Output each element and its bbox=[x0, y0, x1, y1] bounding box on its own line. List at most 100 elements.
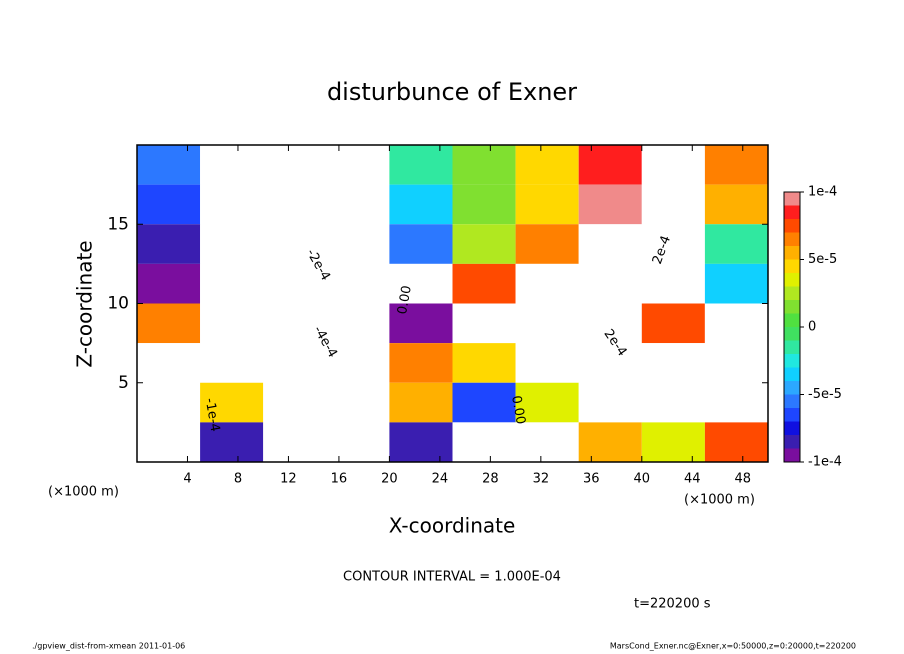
colorbar-band bbox=[784, 259, 800, 273]
heat-cell bbox=[704, 145, 768, 185]
colorbar-band bbox=[784, 381, 800, 395]
heat-cell bbox=[326, 303, 390, 344]
colorbar-tick-label: 0 bbox=[808, 320, 816, 335]
colorbar-band bbox=[784, 435, 800, 449]
heat-cell bbox=[263, 145, 327, 185]
heat-cell bbox=[452, 343, 516, 383]
heat-cell bbox=[641, 184, 705, 225]
colorbar-band bbox=[784, 192, 800, 206]
x-tick-label: 28 bbox=[482, 472, 499, 487]
heat-cell bbox=[389, 224, 453, 264]
heat-cell bbox=[704, 422, 768, 462]
heat-cell bbox=[641, 145, 705, 185]
heat-cell bbox=[263, 382, 327, 423]
heat-cell bbox=[515, 224, 579, 264]
heat-cell bbox=[452, 224, 516, 264]
contour-interval: CONTOUR INTERVAL = 1.000E-04 bbox=[343, 570, 561, 585]
heat-cell bbox=[641, 263, 705, 304]
heat-cell bbox=[389, 263, 453, 304]
heat-cell bbox=[326, 382, 390, 423]
heat-cell bbox=[704, 224, 768, 264]
heat-cell bbox=[389, 303, 453, 344]
heat-cell bbox=[200, 263, 264, 304]
colorbar-band bbox=[784, 219, 800, 233]
heat-cell bbox=[704, 382, 768, 423]
colorbar-band bbox=[784, 448, 800, 462]
heat-cell bbox=[137, 422, 201, 462]
colorbar-band bbox=[784, 421, 800, 435]
heat-cell bbox=[200, 184, 264, 225]
heat-cell bbox=[200, 343, 264, 383]
heat-cell bbox=[515, 184, 579, 225]
heat-cell bbox=[389, 422, 453, 462]
x-unit: (×1000 m) bbox=[48, 485, 119, 500]
contour-label: 0.00 bbox=[508, 394, 528, 425]
heat-cell bbox=[263, 343, 327, 383]
heat-cell bbox=[578, 184, 642, 225]
heat-cell bbox=[452, 303, 516, 344]
colorbar-tick-label: 5e-5 bbox=[808, 252, 837, 267]
colorbar-band bbox=[784, 205, 800, 219]
x-tick-label: 36 bbox=[583, 472, 600, 487]
y-tick-label: 5 bbox=[118, 373, 129, 393]
x-tick-label: 44 bbox=[684, 472, 701, 487]
x-tick-label: 4 bbox=[183, 472, 191, 487]
heat-cell bbox=[263, 263, 327, 304]
y-tick-label: 10 bbox=[107, 294, 129, 314]
heat-cell bbox=[326, 145, 390, 185]
x-axis-label: X-coordinate bbox=[389, 514, 516, 538]
x-tick-label: 20 bbox=[381, 472, 398, 487]
heat-cell bbox=[389, 145, 453, 185]
heat-cell bbox=[326, 224, 390, 264]
heat-cell bbox=[263, 303, 327, 344]
heat-cell bbox=[578, 343, 642, 383]
heat-cell bbox=[515, 422, 579, 462]
heat-cell bbox=[515, 263, 579, 304]
heat-cell bbox=[641, 382, 705, 423]
colorbar-band bbox=[784, 313, 800, 327]
time-label: t=220200 s bbox=[634, 597, 711, 612]
heat-cell bbox=[452, 382, 516, 423]
colorbar-band bbox=[784, 408, 800, 422]
heat-cell bbox=[641, 422, 705, 462]
colorbar-band bbox=[784, 354, 800, 368]
heat-cell bbox=[326, 184, 390, 225]
heat-cell bbox=[137, 263, 201, 304]
heat-cell bbox=[452, 422, 516, 462]
heat-cell bbox=[326, 343, 390, 383]
heat-cell bbox=[515, 145, 579, 185]
heat-cell bbox=[137, 343, 201, 383]
heat-cell bbox=[704, 303, 768, 344]
heat-cell bbox=[515, 382, 579, 423]
colorbar-band bbox=[784, 300, 800, 314]
heat-cell bbox=[578, 145, 642, 185]
chart-title: disturbunce of Exner bbox=[327, 78, 577, 106]
heat-cell bbox=[200, 382, 264, 423]
heat-cell bbox=[137, 224, 201, 264]
x-tick-label: 32 bbox=[533, 472, 550, 487]
x-tick-label: 48 bbox=[734, 472, 751, 487]
heat-cell bbox=[326, 422, 390, 462]
x-unit: (×1000 m) bbox=[684, 493, 755, 508]
contour-label: -1e-4 bbox=[202, 397, 223, 433]
colorbar-band bbox=[784, 367, 800, 381]
heat-cell bbox=[200, 303, 264, 344]
heat-cell bbox=[578, 224, 642, 264]
heat-cell bbox=[326, 263, 390, 304]
heat-cell bbox=[137, 184, 201, 225]
heat-cell bbox=[578, 263, 642, 304]
footer: MarsCond_Exner.nc@Exner,x=0:50000,z=0:20… bbox=[610, 642, 856, 651]
heat-cell bbox=[704, 343, 768, 383]
heat-cell bbox=[641, 224, 705, 264]
x-tick-label: 12 bbox=[280, 472, 297, 487]
y-axis-label: Z-coordinate bbox=[73, 240, 97, 367]
heat-cell bbox=[452, 184, 516, 225]
x-tick-label: 40 bbox=[634, 472, 651, 487]
x-tick-label: 16 bbox=[331, 472, 348, 487]
heat-cell bbox=[578, 422, 642, 462]
colorbar-band bbox=[784, 340, 800, 354]
colorbar-tick-label: -1e-4 bbox=[808, 455, 842, 470]
colorbar-band bbox=[784, 286, 800, 300]
heat-cell bbox=[389, 382, 453, 423]
